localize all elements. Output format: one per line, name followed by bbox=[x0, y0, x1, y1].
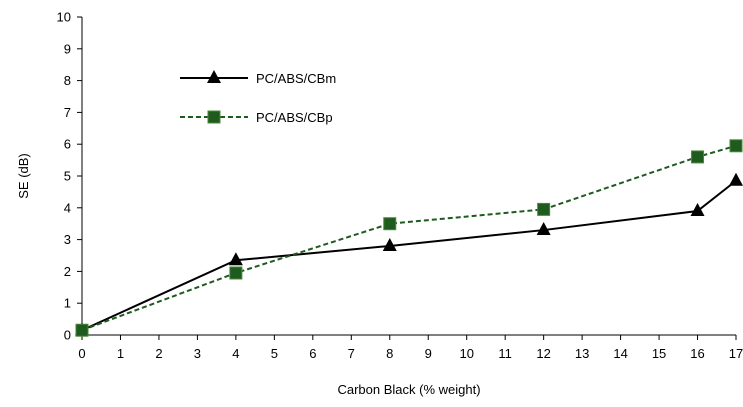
x-tick-label: 13 bbox=[575, 346, 589, 361]
y-tick-label: 3 bbox=[64, 232, 71, 247]
data-point-square bbox=[75, 323, 89, 337]
x-tick-label: 4 bbox=[232, 346, 239, 361]
x-tick-label: 6 bbox=[309, 346, 316, 361]
x-axis-title: Carbon Black (% weight) bbox=[337, 382, 480, 397]
x-tick-label: 11 bbox=[498, 346, 512, 361]
data-point-triangle bbox=[228, 252, 243, 266]
series-line-2 bbox=[81, 144, 737, 332]
series-layer bbox=[75, 139, 743, 337]
data-point-triangle bbox=[729, 172, 743, 186]
legend-item-1: PC/ABS/CBm bbox=[180, 70, 336, 86]
data-point-triangle bbox=[382, 237, 397, 251]
x-tick-label: 1 bbox=[117, 346, 124, 361]
axes bbox=[81, 17, 736, 336]
x-ticks: 0 1 2 3 4 5 6 7 8 9 10 11 12 13 14 15 16 17 bbox=[78, 335, 743, 361]
x-tick-label: 10 bbox=[459, 346, 473, 361]
x-tick-label: 8 bbox=[386, 346, 393, 361]
legend-item-2: PC/ABS/CBp bbox=[180, 110, 333, 125]
y-tick-label: 0 bbox=[64, 328, 71, 343]
data-point-square bbox=[729, 139, 743, 153]
y-tick-label: 5 bbox=[64, 169, 71, 184]
x-tick-label: 7 bbox=[348, 346, 355, 361]
x-tick-label: 3 bbox=[194, 346, 201, 361]
y-tick-label: 6 bbox=[64, 137, 71, 152]
data-point-triangle bbox=[536, 222, 551, 236]
data-point-square bbox=[691, 150, 705, 164]
x-tick-label: 17 bbox=[729, 346, 743, 361]
data-point-square bbox=[229, 266, 243, 280]
y-tick-label: 9 bbox=[64, 41, 71, 56]
legend-label-1: PC/ABS/CBm bbox=[256, 71, 336, 86]
legend-label-2: PC/ABS/CBp bbox=[256, 110, 333, 125]
y-tick-label: 8 bbox=[64, 73, 71, 88]
data-point-square bbox=[383, 217, 397, 231]
y-tick-label: 2 bbox=[64, 264, 71, 279]
x-tick-label: 14 bbox=[613, 346, 627, 361]
legend: PC/ABS/CBm PC/ABS/CBp bbox=[180, 70, 336, 125]
data-point-square bbox=[537, 202, 551, 216]
legend-marker-square bbox=[207, 110, 221, 124]
x-tick-label: 0 bbox=[78, 346, 85, 361]
x-tick-label: 2 bbox=[155, 346, 162, 361]
x-tick-label: 16 bbox=[690, 346, 704, 361]
y-axis-title: SE (dB) bbox=[16, 153, 31, 199]
y-ticks: 0 1 2 3 4 5 6 7 8 9 10 bbox=[57, 10, 82, 343]
y-tick-label: 7 bbox=[64, 105, 71, 120]
x-tick-label: 12 bbox=[536, 346, 550, 361]
y-tick-label: 10 bbox=[57, 10, 71, 25]
x-tick-label: 15 bbox=[652, 346, 666, 361]
y-tick-label: 1 bbox=[64, 296, 71, 311]
legend-marker-triangle bbox=[207, 70, 221, 83]
data-point-triangle bbox=[690, 202, 705, 216]
y-tick-label: 4 bbox=[64, 200, 71, 215]
series-line-1 bbox=[81, 179, 737, 332]
x-tick-label: 9 bbox=[425, 346, 432, 361]
x-tick-label: 5 bbox=[271, 346, 278, 361]
